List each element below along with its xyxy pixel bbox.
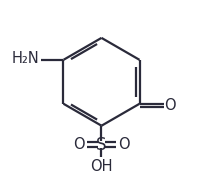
Text: S: S bbox=[96, 136, 106, 154]
Text: O: O bbox=[164, 98, 175, 113]
Text: O: O bbox=[73, 137, 85, 152]
Text: O: O bbox=[117, 137, 129, 152]
Text: H₂N: H₂N bbox=[12, 52, 40, 67]
Text: OH: OH bbox=[90, 159, 112, 174]
